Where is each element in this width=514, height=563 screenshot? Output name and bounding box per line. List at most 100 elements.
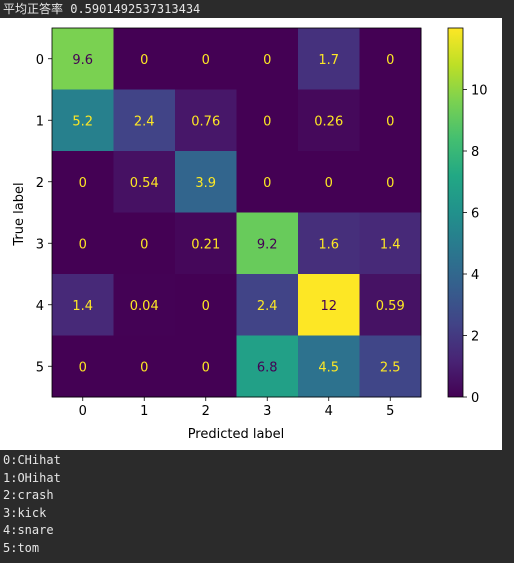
cell-value-label: 1.4 — [380, 237, 401, 252]
heatmap-cell — [175, 151, 237, 213]
cell-value-label: 9.2 — [257, 237, 278, 252]
heatmap-cell — [113, 274, 176, 336]
cell-value-label: 1.4 — [72, 299, 93, 314]
heatmap-cell — [52, 89, 114, 152]
cell-value-label: 0.76 — [191, 114, 220, 129]
x-tick-label: 4 — [325, 404, 333, 419]
heatmap-cell — [52, 28, 114, 90]
heatmap-cell — [52, 151, 114, 213]
heatmap-cell — [236, 274, 299, 336]
x-tick-label: 0 — [79, 404, 87, 419]
cell-value-label: 1.7 — [318, 53, 339, 68]
heatmap-cell — [175, 89, 237, 152]
heatmap-cell — [359, 151, 422, 213]
heatmap-cell-labels: 9.6 0 0 0 1.7 0 5.2 2.4 0.76 0 0.26 0 0 0.54 3.9 0 0 0 0 0 0… — [72, 53, 404, 376]
colorbar-tick-label: 6 — [471, 207, 479, 222]
cell-value-label: 0 — [263, 114, 271, 129]
heatmap-cell — [175, 212, 237, 275]
confusion-matrix-chart: 9.6 0 0 0 1.7 0 5.2 2.4 0.76 0 0.26 0 0 0.54 3.9 0 0 0 0 0 0… — [12, 27, 488, 442]
heatmap-cell — [175, 335, 237, 398]
heatmap-cell — [298, 335, 360, 398]
cell-value-label: 6.8 — [257, 360, 278, 375]
heatmap-cell — [359, 335, 422, 398]
cell-value-label: 0 — [79, 360, 87, 375]
cell-value-label: 1.6 — [318, 237, 339, 252]
x-tick-label: 3 — [263, 404, 271, 419]
heatmap-cell — [113, 28, 176, 90]
heatmap-cell — [113, 335, 176, 398]
label-map-line: 0:CHihat — [3, 453, 61, 467]
colorbar — [448, 28, 463, 397]
cell-value-label: 0 — [79, 237, 87, 252]
heatmap-cell — [236, 151, 299, 213]
heatmap-cell — [298, 212, 360, 275]
plot-frame — [51, 27, 422, 398]
heatmap-cell — [113, 151, 176, 213]
cell-value-label: 3.9 — [195, 176, 216, 191]
y-tick-label: 1 — [36, 114, 44, 129]
cell-value-label: 4.5 — [318, 360, 339, 375]
y-tick-label: 4 — [36, 299, 44, 314]
cell-value-label: 0 — [263, 176, 271, 191]
cell-value-label: 0 — [202, 53, 210, 68]
heatmap-cells — [52, 28, 422, 398]
y-tick-label: 3 — [36, 237, 44, 252]
heatmap-cell — [359, 274, 422, 336]
heatmap-cell — [52, 212, 114, 275]
cell-value-label: 0 — [202, 299, 210, 314]
cell-value-label: 2.5 — [380, 360, 401, 375]
heatmap-cell — [175, 28, 237, 90]
cell-value-label: 0 — [386, 176, 394, 191]
x-tick-label: 5 — [386, 404, 394, 419]
cell-value-label: 0 — [140, 53, 148, 68]
label-map-line: 3:kick — [3, 505, 47, 520]
y-axis-label: True label — [12, 182, 27, 246]
label-map-line: 4:snare — [3, 523, 54, 537]
colorbar-tick-label: 0 — [471, 391, 479, 406]
cell-value-label: 0.04 — [130, 299, 159, 314]
label-map-line: 1:OHihat — [3, 470, 61, 485]
cell-value-label: 0 — [79, 176, 87, 191]
colorbar-tick-label: 2 — [471, 330, 479, 345]
cell-value-label: 0.59 — [376, 299, 405, 314]
label-map-line: 2:crash — [3, 488, 54, 502]
colorbar-tick-label: 8 — [471, 145, 479, 160]
cell-value-label: 0 — [386, 53, 394, 68]
colorbar-tick-label: 4 — [471, 268, 479, 283]
cell-value-label: 0 — [325, 176, 333, 191]
cell-value-label: 0.21 — [191, 237, 220, 252]
cell-value-label: 0.54 — [130, 176, 159, 191]
heatmap-cell — [359, 212, 422, 275]
heatmap-cell — [236, 89, 299, 152]
cell-value-label: 2.4 — [134, 114, 155, 129]
cell-value-label: 9.6 — [72, 53, 93, 68]
x-tick-label: 2 — [202, 404, 210, 419]
x-tick-label: 1 — [140, 404, 148, 419]
colorbar-tick-label: 10 — [471, 84, 488, 99]
cell-value-label: 0 — [202, 360, 210, 375]
cell-value-label: 5.2 — [72, 114, 93, 129]
y-tick-label: 0 — [36, 53, 44, 68]
cell-value-label: 0 — [140, 237, 148, 252]
heatmap-cell — [359, 28, 422, 90]
heatmap-cell — [236, 28, 299, 90]
heatmap-cell — [298, 151, 360, 213]
cell-value-label: 0 — [386, 114, 394, 129]
y-tick-label: 2 — [36, 176, 44, 191]
cell-value-label: 12 — [320, 299, 337, 314]
y-tick-label: 5 — [36, 360, 44, 375]
heatmap-cell — [52, 335, 114, 398]
heatmap-cell — [298, 28, 360, 90]
cell-value-label: 0.26 — [314, 114, 343, 129]
x-axis-label: Predicted label — [188, 427, 285, 442]
heatmap-cell — [113, 212, 176, 275]
cell-value-label: 0 — [263, 53, 271, 68]
heatmap-cell — [236, 335, 299, 398]
heatmap-cell — [298, 89, 360, 152]
cell-value-label: 0 — [140, 360, 148, 375]
cell-value-label: 2.4 — [257, 299, 278, 314]
heatmap-cell — [298, 274, 360, 336]
label-map-line: 5:tom — [3, 540, 40, 555]
